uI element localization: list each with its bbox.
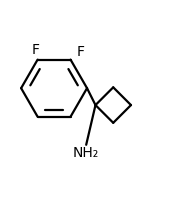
Text: NH₂: NH₂ [73,146,99,160]
Text: F: F [76,45,84,59]
Text: F: F [32,43,40,57]
